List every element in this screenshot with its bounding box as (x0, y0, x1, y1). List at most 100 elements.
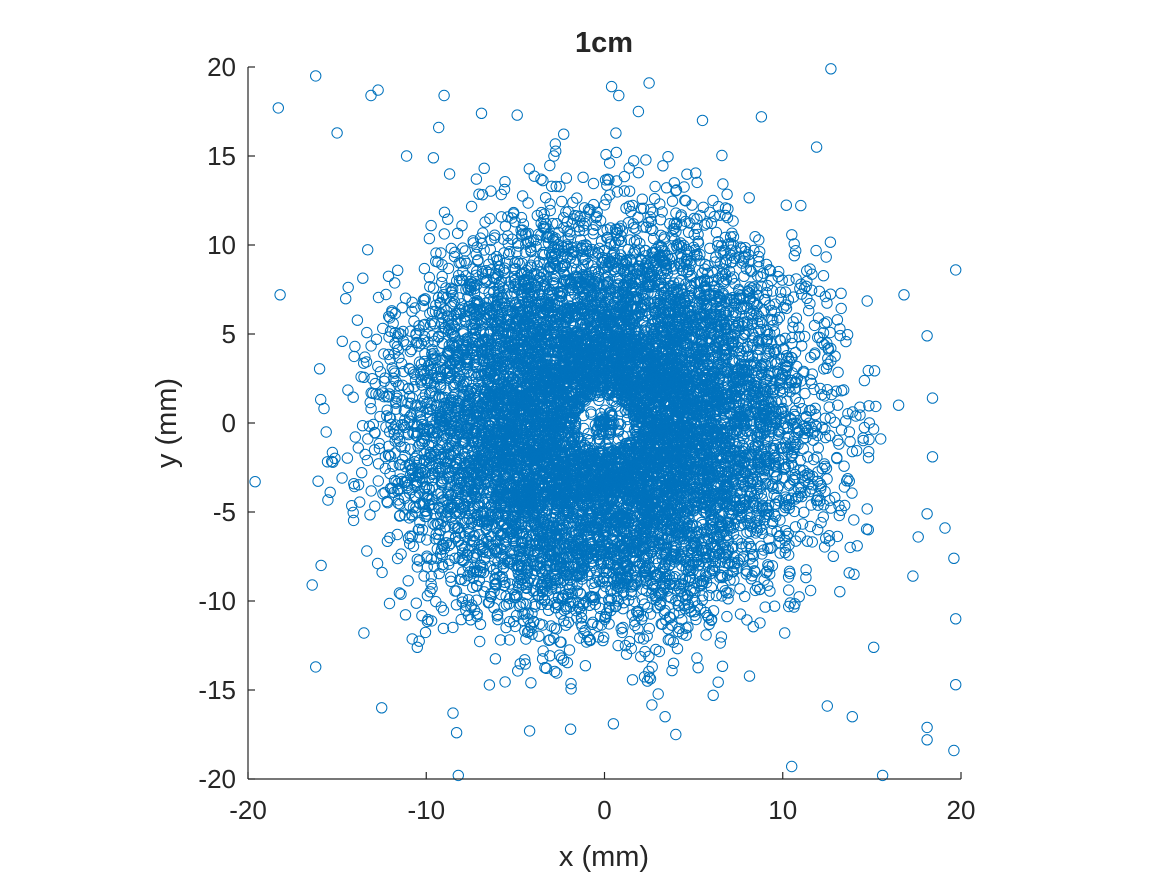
data-point (808, 453, 820, 466)
data-point (739, 427, 751, 440)
data-point (438, 206, 451, 219)
data-point (824, 326, 836, 339)
data-point (649, 180, 661, 193)
data-point (533, 630, 545, 642)
data-point (544, 204, 556, 217)
data-point (444, 571, 457, 583)
data-point (372, 475, 384, 487)
data-point (322, 494, 334, 506)
data-point (351, 314, 364, 326)
data-point (545, 180, 558, 193)
data-point (543, 634, 555, 647)
data-point (644, 203, 657, 216)
data-point (616, 626, 628, 639)
data-point (820, 532, 832, 544)
data-point (519, 654, 531, 666)
data-point (803, 304, 815, 317)
scatter-points (249, 63, 962, 782)
data-point (800, 571, 812, 584)
data-point (743, 192, 755, 204)
data-point (442, 262, 455, 275)
data-point (382, 270, 395, 282)
data-point (819, 423, 831, 436)
data-point (793, 331, 805, 343)
data-point (805, 351, 817, 364)
data-point (489, 572, 501, 585)
data-point (365, 485, 377, 497)
data-point (398, 405, 410, 417)
data-point (369, 500, 381, 512)
data-point (413, 523, 425, 535)
data-point (417, 294, 430, 306)
data-point (862, 452, 875, 464)
data-point (863, 433, 875, 446)
data-point (842, 473, 854, 485)
data-point (717, 178, 729, 190)
data-point (763, 533, 775, 545)
data-point (381, 535, 394, 547)
data-point (835, 424, 848, 436)
data-point (746, 464, 758, 476)
data-point (704, 242, 716, 255)
data-point (365, 403, 377, 415)
data-point (811, 451, 823, 463)
data-point (492, 613, 504, 626)
data-point (542, 604, 555, 616)
data-point (789, 410, 801, 423)
data-point (423, 232, 436, 245)
data-point (419, 348, 431, 360)
data-point (361, 545, 373, 557)
data-point (474, 618, 487, 630)
data-point (445, 282, 457, 294)
data-point (611, 585, 623, 597)
data-point (346, 500, 358, 512)
data-point (759, 601, 771, 613)
data-point (875, 433, 887, 445)
data-point (558, 128, 570, 140)
data-point (380, 288, 392, 301)
data-point (424, 586, 436, 598)
data-point (768, 600, 781, 612)
data-point (355, 371, 367, 383)
data-point (612, 639, 624, 652)
data-point (806, 368, 818, 380)
data-point (858, 374, 871, 387)
data-point (574, 587, 586, 599)
data-point (354, 496, 366, 508)
data-point (449, 585, 461, 597)
data-point (644, 608, 657, 620)
data-point (545, 620, 557, 632)
data-point (783, 584, 795, 596)
data-point (753, 337, 765, 349)
data-point (423, 271, 436, 284)
data-point (356, 467, 368, 479)
data-point (778, 498, 791, 510)
data-point (772, 270, 784, 283)
data-point (447, 621, 459, 634)
data-point (551, 667, 563, 679)
data-point (740, 564, 752, 576)
data-point (490, 250, 503, 263)
data-point (373, 442, 386, 455)
data-point (587, 177, 600, 190)
data-point (347, 506, 359, 519)
data-point (523, 625, 535, 637)
data-point (391, 528, 403, 541)
data-point (832, 399, 844, 411)
data-point (840, 335, 852, 348)
data-point (698, 219, 711, 231)
data-point (714, 637, 726, 649)
data-point (835, 302, 847, 315)
data-point (556, 195, 568, 208)
data-point (843, 567, 855, 579)
data-point (786, 331, 798, 344)
data-point (525, 677, 537, 689)
data-point (676, 614, 688, 626)
data-point (400, 339, 412, 351)
data-point (445, 242, 457, 255)
data-point (455, 613, 467, 626)
data-point (536, 653, 549, 665)
data-point (417, 300, 429, 312)
